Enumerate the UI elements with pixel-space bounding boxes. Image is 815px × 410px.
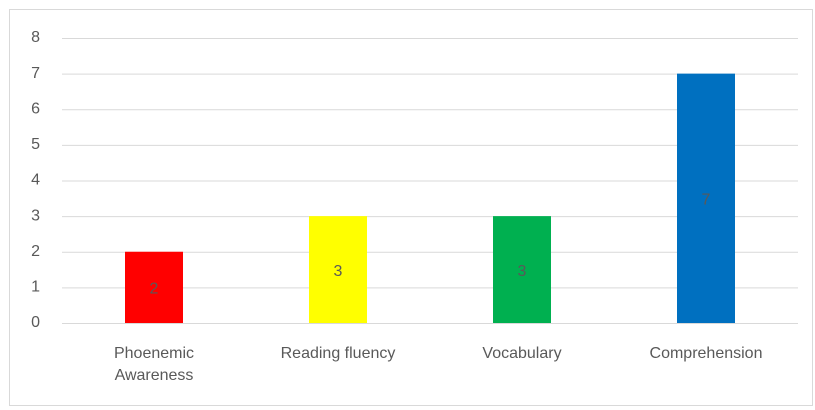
data-label: 7 [702,192,711,209]
y-tick-label: 4 [31,172,40,189]
x-tick-label: Comprehension [649,345,763,362]
y-tick-label: 1 [31,279,40,296]
bar [677,73,735,323]
y-tick-label: 8 [31,29,40,46]
y-tick-label: 5 [31,136,40,153]
y-tick-label: 7 [31,65,40,82]
data-label: 2 [150,281,159,298]
data-label: 3 [518,263,527,280]
bar [125,251,183,323]
y-tick-label: 2 [31,243,40,260]
x-tick-label: Phoenemic Awareness [113,345,195,384]
y-tick-label: 6 [31,100,40,117]
x-tick-label: Vocabulary [482,345,562,362]
bar [493,216,551,323]
bar [309,216,367,323]
y-tick-label: 3 [31,207,40,224]
y-tick-label: 0 [31,314,40,331]
x-tick-label: Reading fluency [280,345,396,362]
data-label: 3 [334,263,343,280]
